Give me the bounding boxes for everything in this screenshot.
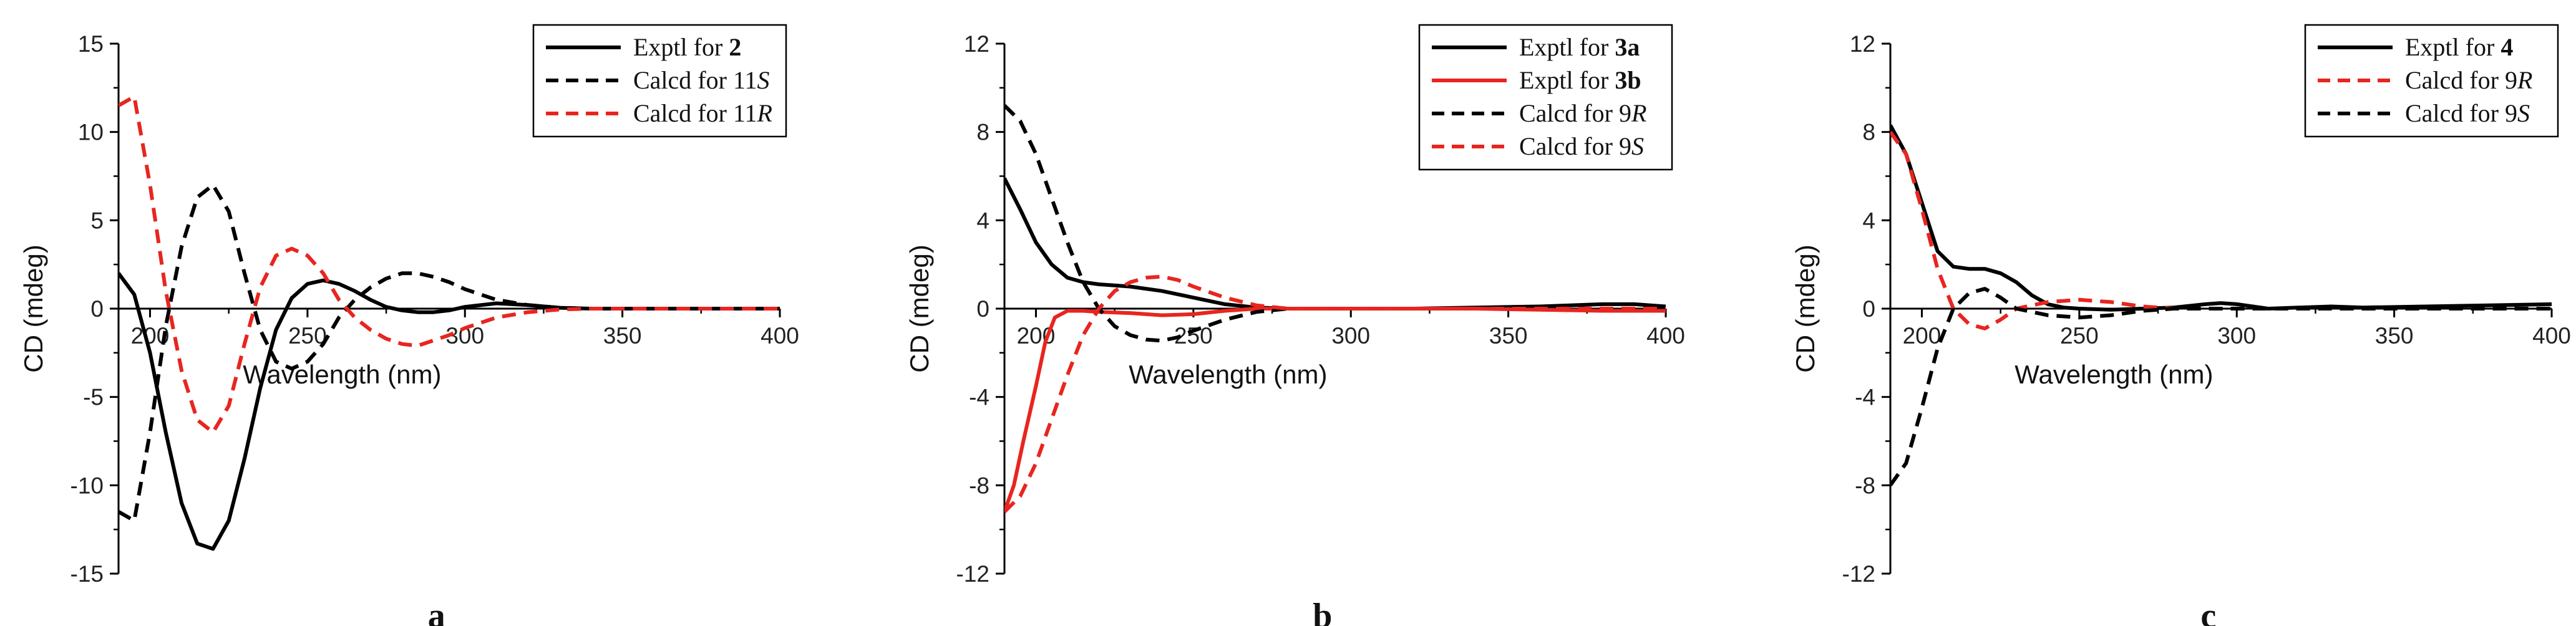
panel-c: -12 -8 -4 0 4 8 12 200 250 300 350 400 Wavelength (n… xyxy=(1791,24,2571,626)
x-tick-label: 200 xyxy=(1903,323,1942,349)
y-tick-label: -4 xyxy=(969,385,989,410)
y-tick-label: 8 xyxy=(1862,120,1875,145)
y-tick-label: 10 xyxy=(78,120,104,145)
y-axis-title: CD (mdeg) xyxy=(19,244,48,372)
legend-entry: Calcd for 11R xyxy=(633,99,772,127)
legend-entry-part: R xyxy=(1631,99,1646,127)
y-axis-title: CD (mdeg) xyxy=(905,244,934,372)
legend-entry-part: 3b xyxy=(1615,66,1641,94)
y-tick-label: 5 xyxy=(90,208,104,233)
legend-entry-part: R xyxy=(2517,66,2532,94)
legend-entry-part: Calcd for 9 xyxy=(1519,132,1631,160)
legend-entry: Calcd for 9R xyxy=(2405,66,2532,94)
series-line-2 xyxy=(1890,130,2552,330)
y-tick-label: -5 xyxy=(83,385,104,410)
x-tick-label: 350 xyxy=(1489,323,1528,349)
legend-entry-part: 4 xyxy=(2501,33,2513,61)
legend-entry: Calcd for 9R xyxy=(1519,99,1646,127)
series-line-3 xyxy=(1890,287,2552,487)
series-line-1 xyxy=(119,272,780,551)
panel-label: a xyxy=(428,597,445,626)
legend-entry-part: S xyxy=(2517,99,2530,127)
series-line-1 xyxy=(1890,124,2552,312)
y-tick-label: 0 xyxy=(976,296,989,322)
y-tick-label: 15 xyxy=(78,31,104,57)
y-axis-title: CD (mdeg) xyxy=(1791,244,1820,372)
x-axis-title: Wavelength (nm) xyxy=(2015,360,2213,389)
legend-entry-part: Calcd for 11 xyxy=(633,66,757,94)
y-tick-label: -12 xyxy=(1842,561,1875,587)
x-tick-label: 350 xyxy=(2375,323,2414,349)
x-tick-label: 400 xyxy=(761,323,799,349)
panel-label: b xyxy=(1313,597,1332,626)
y-tick-label: 12 xyxy=(964,31,989,57)
y-tick-label: -8 xyxy=(969,473,989,498)
legend-entry: Calcd for 9S xyxy=(2405,99,2530,127)
x-tick-label: 400 xyxy=(2532,323,2571,349)
legend-entry-part: Calcd for 11 xyxy=(633,99,757,127)
legend-entry: Exptl for 2 xyxy=(633,33,741,61)
legend-entry-part: S xyxy=(1631,132,1644,160)
legend-entry-part: Calcd for 9 xyxy=(2405,99,2517,127)
y-tick-label: 4 xyxy=(976,208,989,233)
y-tick-label: 0 xyxy=(90,296,104,322)
x-tick-label: 250 xyxy=(288,323,327,349)
legend-entry: Exptl for 3a xyxy=(1519,33,1640,61)
y-tick-label: 4 xyxy=(1862,208,1875,233)
legend-entry-part: S xyxy=(757,66,769,94)
panel-label: c xyxy=(2200,597,2216,626)
legend-entry: Exptl for 4 xyxy=(2405,33,2513,61)
y-tick-label: 8 xyxy=(976,120,989,145)
y-tick-label: -10 xyxy=(70,473,104,498)
y-tick-label: 12 xyxy=(1850,31,1875,57)
y-tick-label: -4 xyxy=(1855,385,1875,410)
x-tick-label: 300 xyxy=(1331,323,1370,349)
legend-entry: Calcd for 11S xyxy=(633,66,769,94)
x-axis-title: Wavelength (nm) xyxy=(1129,360,1327,389)
x-tick-label: 250 xyxy=(2060,323,2099,349)
legend-entry-part: Exptl for xyxy=(2405,33,2501,61)
y-tick-label: -15 xyxy=(70,561,104,587)
legend-entry-part: Exptl for xyxy=(1519,66,1615,94)
series-line-2 xyxy=(119,183,780,522)
legend-entry-part: 3a xyxy=(1615,33,1640,61)
series-line-3 xyxy=(119,95,780,435)
legend-entry-part: Calcd for 9 xyxy=(1519,99,1631,127)
series-line-4 xyxy=(1004,274,1666,513)
x-tick-label: 350 xyxy=(603,323,642,349)
legend-entry-part: 2 xyxy=(729,33,741,61)
legend-entry-part: R xyxy=(756,99,772,127)
legend-entry: Calcd for 9S xyxy=(1519,132,1644,160)
legend-entry-part: Calcd for 9 xyxy=(2405,66,2517,94)
x-axis-title: Wavelength (nm) xyxy=(243,360,441,389)
legend-entry-part: Exptl for xyxy=(1519,33,1615,61)
x-tick-label: 250 xyxy=(1174,323,1213,349)
x-tick-label: 400 xyxy=(1646,323,1685,349)
y-tick-label: -12 xyxy=(956,561,989,587)
legend-entry: Exptl for 3b xyxy=(1519,66,1641,94)
legend-entry-part: Exptl for xyxy=(633,33,729,61)
series-line-1 xyxy=(1004,177,1666,311)
x-tick-label: 300 xyxy=(2217,323,2256,349)
y-tick-label: 0 xyxy=(1862,296,1875,322)
y-tick-label: -8 xyxy=(1855,473,1875,498)
